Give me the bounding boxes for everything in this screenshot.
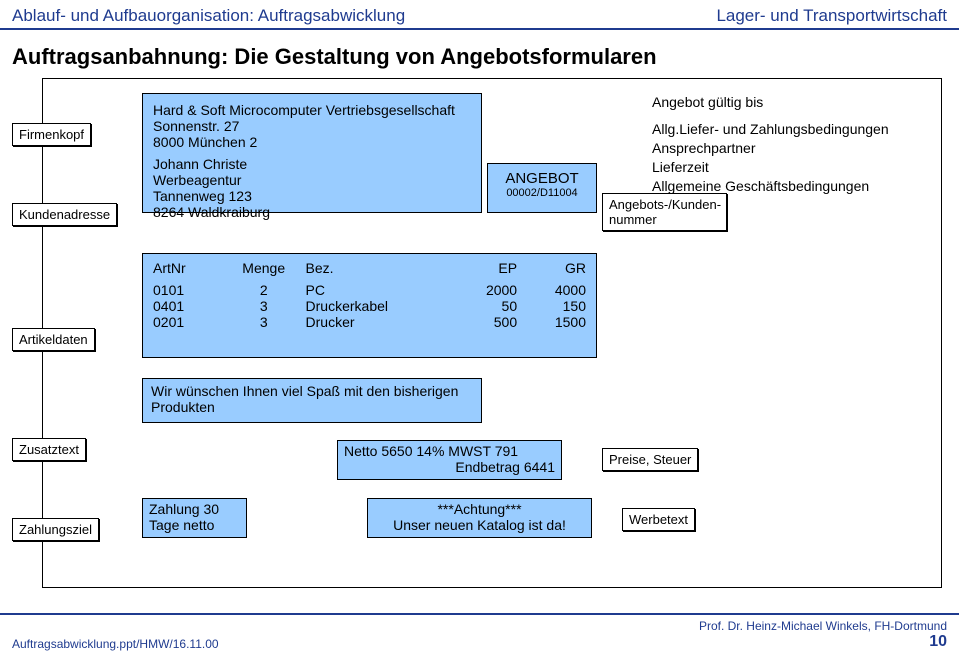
label-artikeldaten: Artikeldaten xyxy=(12,328,95,351)
company-box: Hard & Soft Microcomputer Vertriebsgesel… xyxy=(142,93,482,213)
label-zusatztext: Zusatztext xyxy=(12,438,86,461)
rl-4: Lieferzeit xyxy=(652,158,889,177)
wish-text: Wir wünschen Ihnen viel Spaß mit den bis… xyxy=(151,383,473,415)
pay-l2: Tage netto xyxy=(149,517,240,533)
addr-line4: 8264 Waldkraiburg xyxy=(153,204,471,220)
ad-l1: ***Achtung*** xyxy=(374,501,585,517)
th-bez: Bez. xyxy=(306,260,434,276)
payment-box: Zahlung 30 Tage netto xyxy=(142,498,247,538)
table-row: 0401 3 Druckerkabel 50 150 xyxy=(153,298,586,314)
th-gr: GR xyxy=(517,260,586,276)
company-line2: Sonnenstr. 27 xyxy=(153,118,471,134)
page-title: Auftragsanbahnung: Die Gestaltung von An… xyxy=(0,30,959,78)
label-werbetext: Werbetext xyxy=(622,508,695,531)
table-row: 0201 3 Drucker 500 1500 xyxy=(153,314,586,330)
angebot-title: ANGEBOT xyxy=(488,170,596,187)
addr-line1: Johann Christe xyxy=(153,156,471,172)
rl-3: Ansprechpartner xyxy=(652,139,889,158)
ad-l2: Unser neuen Katalog ist da! xyxy=(374,517,585,533)
header-left: Ablauf- und Aufbauorganisation: Auftrags… xyxy=(12,6,405,26)
totals-l1: Netto 5650 14% MWST 791 xyxy=(344,443,555,459)
company-line1: Hard & Soft Microcomputer Vertriebsgesel… xyxy=(153,102,471,118)
label-zahlungsziel: Zahlungsziel xyxy=(12,518,99,541)
rl-1: Angebot gültig bis xyxy=(652,93,889,112)
label-angebotsnr: Angebots-/Kunden- nummer xyxy=(602,193,727,231)
company-line3: 8000 München 2 xyxy=(153,134,471,150)
th-menge: Menge xyxy=(222,260,306,276)
page-number: 10 xyxy=(699,633,947,651)
diagram-area: Firmenkopf Kundenadresse Artikeldaten Zu… xyxy=(12,78,947,598)
article-table: ArtNr Menge Bez. EP GR 0101 2 PC 2000 40… xyxy=(142,253,597,358)
table-header-row: ArtNr Menge Bez. EP GR xyxy=(153,260,586,276)
pay-l1: Zahlung 30 xyxy=(149,501,240,517)
th-art: ArtNr xyxy=(153,260,222,276)
rl-2: Allg.Liefer- und Zahlungsbedingungen xyxy=(652,120,889,139)
right-list: Angebot gültig bis Allg.Liefer- und Zahl… xyxy=(652,93,889,195)
wish-box: Wir wünschen Ihnen viel Spaß mit den bis… xyxy=(142,378,482,423)
slide-footer: Auftragsabwicklung.ppt/HMW/16.11.00 Prof… xyxy=(0,613,959,657)
totals-box: Netto 5650 14% MWST 791 Endbetrag 6441 xyxy=(337,440,562,480)
label-firmenkopf: Firmenkopf xyxy=(12,123,91,146)
table-row: 0101 2 PC 2000 4000 xyxy=(153,282,586,298)
addr-line3: Tannenweg 123 xyxy=(153,188,471,204)
footer-left: Auftragsabwicklung.ppt/HMW/16.11.00 xyxy=(12,637,219,651)
totals-l2: Endbetrag 6441 xyxy=(344,459,555,475)
angebot-nr: 00002/D11004 xyxy=(488,187,596,199)
label-kundenadresse: Kundenadresse xyxy=(12,203,117,226)
label-preise: Preise, Steuer xyxy=(602,448,698,471)
ad-box: ***Achtung*** Unser neuen Katalog ist da… xyxy=(367,498,592,538)
footer-author: Prof. Dr. Heinz-Michael Winkels, FH-Dort… xyxy=(699,619,947,633)
th-ep: EP xyxy=(433,260,517,276)
slide-header: Ablauf- und Aufbauorganisation: Auftrags… xyxy=(0,0,959,30)
addr-line2: Werbeagentur xyxy=(153,172,471,188)
header-right: Lager- und Transportwirtschaft xyxy=(716,6,947,26)
angebot-box: ANGEBOT 00002/D11004 xyxy=(487,163,597,213)
